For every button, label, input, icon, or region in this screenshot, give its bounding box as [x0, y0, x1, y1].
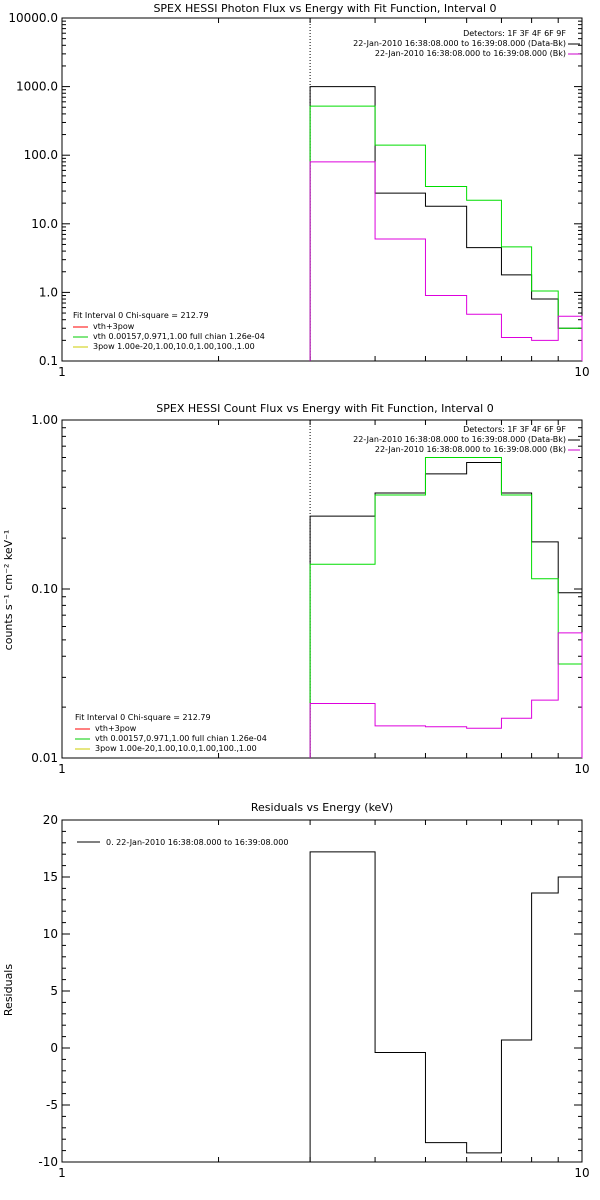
x-tick-label: 1	[58, 365, 66, 379]
legend-label: 0. 22-Jan-2010 16:38:08.000 to 16:39:08.…	[106, 838, 288, 847]
header-line: 22-Jan-2010 16:38:08.000 to 16:39:08.000…	[353, 39, 566, 48]
y-tick-label: 15	[43, 870, 58, 884]
legend: 0. 22-Jan-2010 16:38:08.000 to 16:39:08.…	[77, 838, 288, 847]
panel-ylabel: Residuals	[2, 964, 15, 1016]
fit-legend-line: 3pow 1.00e-20,1.00,10.0,1.00,100.,1.00	[93, 342, 255, 351]
y-tick-label: 20	[43, 813, 58, 827]
plot-marks	[309, 18, 583, 361]
y-tick-label: 0.10	[31, 582, 58, 596]
photon-flux-panel: SPEX HESSI Photon Flux vs Energy with Fi…	[8, 2, 589, 379]
series-2-histogram	[309, 161, 583, 361]
y-tick-label: 1.0	[39, 285, 58, 299]
y-tick-label: 10.0	[31, 217, 58, 231]
series-0-histogram	[309, 462, 583, 758]
panel-title: Residuals vs Energy (keV)	[251, 801, 393, 814]
residuals-panel: Residuals vs Energy (keV) Residuals -10 -…	[2, 801, 590, 1180]
count-flux-panel: SPEX HESSI Count Flux vs Energy with Fit…	[2, 402, 590, 776]
series-1-histogram	[309, 456, 583, 758]
y-tick-label: 10	[43, 927, 58, 941]
series-2-histogram	[309, 632, 583, 758]
y-ticks: 0.01 0.10 1.00	[31, 413, 582, 765]
series-0-histogram	[309, 851, 583, 1162]
header-line: 22-Jan-2010 16:38:08.000 to 16:39:08.000…	[375, 49, 566, 58]
fit-legend-line: Fit Interval 0 Chi-square = 212.79	[73, 311, 209, 320]
header-line: Detectors: 1F 3F 4F 6F 9F	[463, 425, 566, 434]
y-tick-label: 100.0	[24, 148, 58, 162]
panel-title: SPEX HESSI Photon Flux vs Energy with Fi…	[153, 2, 496, 15]
x-ticks: 1 10	[58, 820, 590, 1180]
x-tick-label: 10	[574, 1166, 589, 1180]
y-tick-label: -5	[46, 1098, 58, 1112]
plot-frame	[61, 17, 583, 362]
fit-legend-line: Fit Interval 0 Chi-square = 212.79	[75, 713, 211, 722]
plot-marks	[309, 420, 583, 758]
plot-marks	[309, 851, 583, 1162]
fit-legend-line: vth 0.00157,0.971,1.00 full chian 1.26e-…	[93, 332, 265, 341]
y-tick-label: 0.01	[31, 751, 58, 765]
header-line: 22-Jan-2010 16:38:08.000 to 16:39:08.000…	[375, 445, 566, 454]
header-line: 22-Jan-2010 16:38:08.000 to 16:39:08.000…	[353, 435, 566, 444]
x-ticks: 1 10	[58, 420, 590, 776]
x-tick-label: 1	[58, 1166, 66, 1180]
x-tick-label: 10	[574, 762, 589, 776]
x-tick-label: 10	[574, 365, 589, 379]
y-tick-label: 1.00	[31, 413, 58, 427]
y-tick-label: 10000.0	[8, 11, 58, 25]
fit-legend-line: vth+3pow	[95, 724, 137, 733]
y-tick-label: 5	[50, 984, 58, 998]
y-tick-label: 1000.0	[16, 80, 58, 94]
x-ticks: 1 10	[58, 18, 590, 379]
y-ticks: 0.1 1.0 10.0 100.0 1000.0 10000.0	[8, 11, 582, 368]
panel-ylabel: counts s⁻¹ cm⁻² keV⁻¹	[2, 530, 15, 651]
y-tick-label: 0	[50, 1041, 58, 1055]
fit-legend-line: vth 0.00157,0.971,1.00 full chian 1.26e-…	[95, 734, 267, 743]
panel-title: SPEX HESSI Count Flux vs Energy with Fit…	[156, 402, 493, 415]
y-tick-label: 0.1	[39, 354, 58, 368]
y-tick-label: -10	[38, 1155, 58, 1169]
x-tick-label: 1	[58, 762, 66, 776]
series-1-histogram	[309, 105, 583, 361]
fit-legend-line: vth+3pow	[93, 322, 135, 331]
header-legend: Detectors: 1F 3F 4F 6F 9F 22-Jan-2010 16…	[353, 29, 580, 58]
fit-legend: Fit Interval 0 Chi-square = 212.79 vth+3…	[75, 713, 267, 753]
fit-legend-line: 3pow 1.00e-20,1.00,10.0,1.00,100.,1.00	[95, 744, 257, 753]
series-0-histogram	[309, 86, 583, 361]
header-line: Detectors: 1F 3F 4F 6F 9F	[463, 29, 566, 38]
plot-frame	[61, 419, 583, 759]
plot-frame	[61, 819, 583, 1163]
header-legend: Detectors: 1F 3F 4F 6F 9F 22-Jan-2010 16…	[353, 425, 580, 454]
fit-legend: Fit Interval 0 Chi-square = 212.79 vth+3…	[73, 311, 265, 351]
